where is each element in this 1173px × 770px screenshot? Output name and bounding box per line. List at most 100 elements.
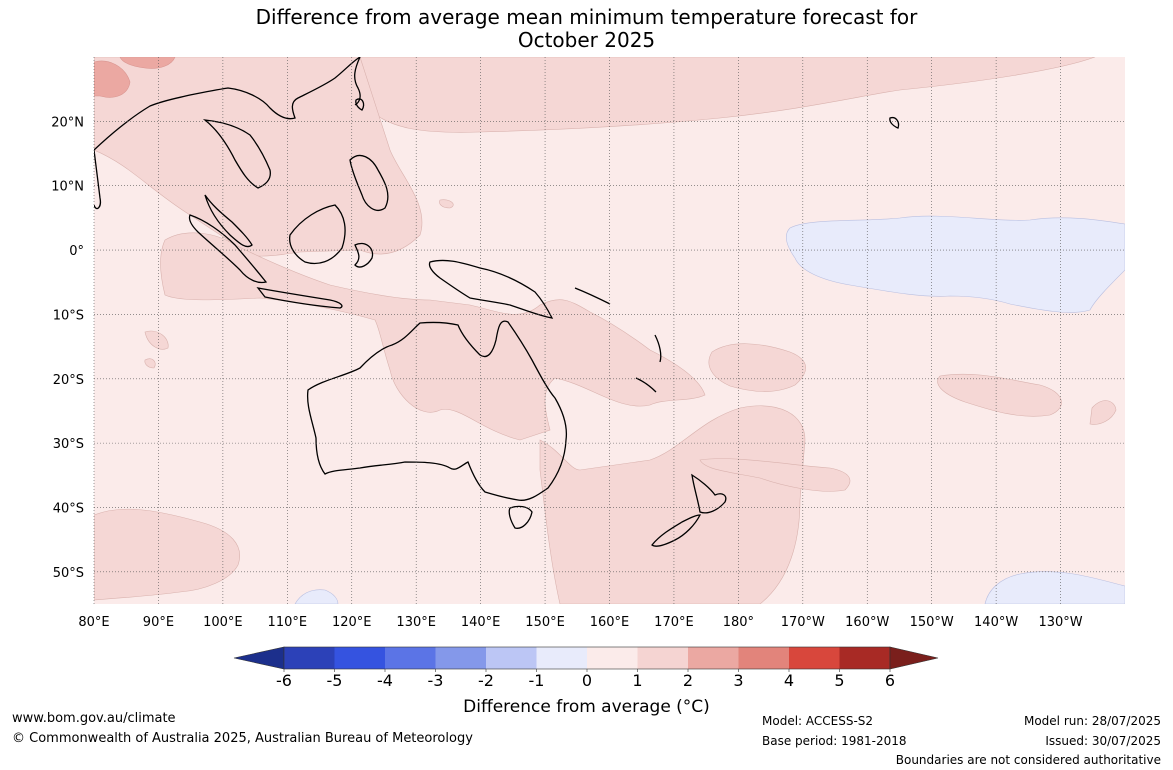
colorbar-extend-high [889, 646, 939, 670]
colorbar-extend-low [233, 646, 285, 670]
anomaly-region-polynesia [937, 373, 1062, 417]
anomaly-region-south-central [294, 589, 339, 604]
anomaly-region-himalaya-north [119, 57, 176, 69]
colorbar-tick-label: 3 [733, 671, 743, 690]
longitude-tick-label: 130°E [396, 615, 436, 630]
coastline-new-guinea [428, 259, 554, 319]
coastline-hawaii [889, 116, 900, 129]
colorbar-tick-label: -4 [377, 671, 393, 690]
longitude-tick-label: 140°E [461, 615, 501, 630]
coastlines [94, 57, 900, 547]
coastline-solomons [574, 287, 611, 305]
forecast-map: 80°E 90°E 100°E 110°E 120°E 130°E 140°E 150°E 16… [51, 57, 1125, 690]
colorbar-segment [435, 647, 486, 669]
colorbar-segment [637, 647, 688, 669]
anomaly-region-southwest [94, 508, 240, 601]
colorbar-tick-label: 5 [834, 671, 844, 690]
anomaly-region-indian-dot [144, 358, 156, 369]
boundaries-disclaimer: Boundaries are not considered authoritat… [895, 753, 1161, 767]
coastline-borneo [289, 204, 346, 265]
longitude-tick-label: 130°W [1038, 615, 1082, 630]
coastline-sulawesi [354, 242, 374, 268]
anomaly-1-to-2-regions [94, 57, 1117, 604]
colorbar-segment [688, 647, 739, 669]
colorbar-segment [536, 647, 587, 669]
longitude-labels: 80°E 90°E 100°E 110°E 120°E 130°E 140°E 150°E 16… [78, 615, 1082, 630]
coastline-new-zealand-south [651, 514, 702, 547]
longitude-tick-label: 100°E [203, 615, 243, 630]
colorbar-segment [789, 647, 840, 669]
colorbar-segment [738, 647, 789, 669]
longitude-tick-label: 170°E [654, 615, 694, 630]
anomaly-region-east [1089, 400, 1117, 425]
base-period: Base period: 1981-2018 [762, 734, 907, 748]
coastline-indochina [202, 119, 271, 189]
colorbar-segment [284, 647, 335, 669]
colorbar-tick-label: 0 [582, 671, 592, 690]
colorbar-segment [385, 647, 436, 669]
latitude-tick-label: 40°S [53, 501, 84, 516]
map-title-line1: Difference from average mean minimum tem… [255, 5, 918, 29]
latitude-tick-label: 50°S [53, 566, 84, 581]
longitude-tick-label: 90°E [143, 615, 174, 630]
longitude-tick-label: 160°E [590, 615, 630, 630]
coastline-tasmania [508, 505, 533, 529]
map-gridlines [93, 57, 1125, 604]
longitude-tick-label: 150°W [910, 615, 954, 630]
colorbar-tick-label: 4 [784, 671, 794, 690]
coastline-asia [94, 57, 361, 248]
latitude-tick-label: 20°S [53, 373, 84, 388]
issued-date: Issued: 30/07/2025 [1045, 734, 1161, 748]
anomaly-minus1-to-0-regions [294, 215, 1125, 604]
coastline-india [94, 149, 102, 210]
latitude-labels: 20°N 10°N 0° 10°S 20°S 30°S 40°S 50°S [51, 115, 84, 580]
anomaly-region-maritime [94, 57, 423, 257]
latitude-tick-label: 30°S [53, 437, 84, 452]
anomaly-region-fiji [708, 343, 806, 392]
colorbar: -6 -5 -4 -3 -2 -1 0 1 2 3 4 5 6 [233, 646, 939, 690]
colorbar-tick-label: -1 [529, 671, 545, 690]
colorbar-tick-label: 1 [632, 671, 642, 690]
coastline-sumatra [188, 214, 268, 284]
latitude-tick-label: 10°N [51, 180, 84, 195]
colorbar-segment [334, 647, 385, 669]
colorbar-segment [486, 647, 537, 669]
model-name: Model: ACCESS-S2 [762, 714, 874, 728]
anomaly-region-indian-blob [144, 330, 169, 350]
colorbar-tick-label: -3 [428, 671, 444, 690]
longitude-tick-label: 120°E [332, 615, 372, 630]
anomaly-region-tasman [539, 405, 806, 604]
copyright-notice: © Commonwealth of Australia 2025, Austra… [12, 731, 473, 746]
latitude-tick-label: 10°S [53, 308, 84, 323]
anomaly-region-equatorial-pacific [785, 215, 1125, 313]
anomaly-region-indonesia [160, 232, 706, 441]
model-run-date: Model run: 28/07/2025 [1023, 714, 1161, 728]
coastline-taiwan [355, 98, 365, 111]
colorbar-tick-label: -6 [276, 671, 292, 690]
map-title-line2: October 2025 [517, 28, 656, 52]
colorbar-tick-label: 6 [885, 671, 895, 690]
anomaly-2-to-3-regions [94, 57, 176, 98]
website-url[interactable]: www.bom.gov.au/climate [12, 711, 176, 726]
coastline-japan [354, 57, 361, 106]
longitude-tick-label: 170°W [781, 615, 825, 630]
longitude-tick-label: 140°W [974, 615, 1018, 630]
coastline-new-caledonia [635, 377, 657, 393]
colorbar-tick-label: 2 [683, 671, 693, 690]
longitude-tick-label: 180° [723, 615, 754, 630]
colorbar-segment [839, 647, 890, 669]
coastline-java [256, 287, 343, 309]
coastline-vanuatu [654, 334, 662, 363]
anomaly-region-tasman-east [699, 458, 851, 492]
latitude-tick-label: 20°N [51, 115, 84, 130]
colorbar-tick-label: -2 [478, 671, 494, 690]
coastline-new-zealand-north [691, 473, 727, 514]
anomaly-region-new-guinea [439, 199, 454, 209]
longitude-tick-label: 160°W [845, 615, 889, 630]
anomaly-region-himalaya [94, 60, 131, 98]
longitude-tick-label: 80°E [78, 615, 109, 630]
coastline-australia [306, 320, 568, 501]
colorbar-tick-label: -5 [327, 671, 343, 690]
longitude-tick-label: 150°E [525, 615, 565, 630]
latitude-tick-label: 0° [69, 244, 84, 259]
